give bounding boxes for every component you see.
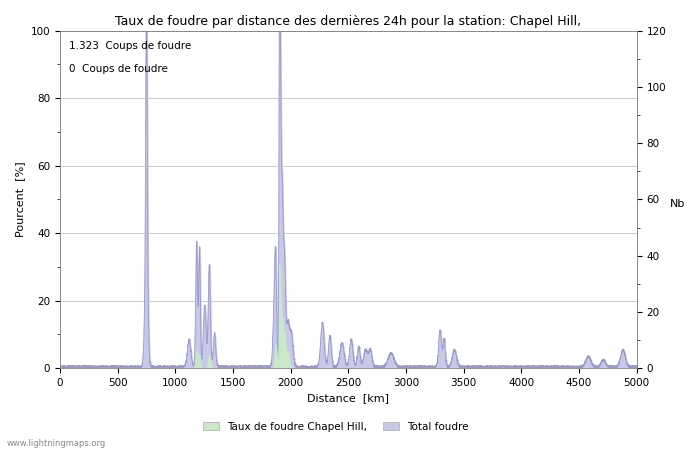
Y-axis label: Pourcent  [%]: Pourcent [%] [15, 162, 25, 237]
Legend: Taux de foudre Chapel Hill,, Total foudre: Taux de foudre Chapel Hill,, Total foudr… [199, 418, 472, 436]
Y-axis label: Nb: Nb [670, 199, 685, 209]
Title: Taux de foudre par distance des dernières 24h pour la station: Chapel Hill,: Taux de foudre par distance des dernière… [116, 15, 582, 28]
Text: www.lightningmaps.org: www.lightningmaps.org [7, 439, 106, 448]
X-axis label: Distance  [km]: Distance [km] [307, 393, 389, 404]
Text: 1.323  Coups de foudre: 1.323 Coups de foudre [69, 40, 191, 51]
Text: 0  Coups de foudre: 0 Coups de foudre [69, 64, 167, 74]
